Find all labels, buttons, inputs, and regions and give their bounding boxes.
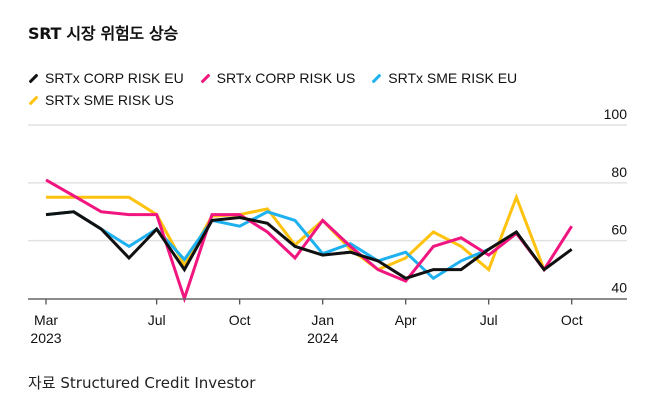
chart-title: SRT 시장 위험도 상승 [28, 24, 178, 43]
y-tick-label: 100 [604, 106, 628, 122]
y-tick-label: 80 [611, 164, 627, 180]
legend-item-sme-risk-us: SRTx SME RISK US [28, 91, 174, 110]
y-tick-label: 40 [611, 280, 627, 296]
x-tick-label: Jan [311, 312, 334, 328]
x-tick-label: Apr [395, 312, 417, 328]
x-tick-label: Jul [480, 312, 498, 328]
legend-item-sme-risk-eu: SRTx SME RISK EU [371, 69, 517, 88]
x-tick-label: Mar [34, 312, 58, 328]
legend-label: SRTx SME RISK US [45, 92, 174, 108]
x-tick-label: Oct [229, 312, 251, 328]
legend-label: SRTx CORP RISK US [216, 70, 356, 86]
legend-label: SRTx CORP RISK EU [45, 70, 184, 86]
x-tick-label: Jul [148, 312, 166, 328]
x-tick-year-label: 2024 [307, 330, 338, 346]
legend: SRTx CORP RISK EU SRTx CORP RISK US SRTx… [28, 66, 588, 110]
legend-item-corp-risk-eu: SRTx CORP RISK EU [28, 69, 184, 88]
legend-label: SRTx SME RISK EU [388, 70, 518, 86]
y-tick-label: 60 [611, 222, 627, 238]
x-tick-label: Oct [561, 312, 583, 328]
source-note: 자료 Structured Credit Investor [28, 374, 256, 392]
series-line-srtx-corp-risk-eu [45, 210, 573, 280]
x-tick-year-label: 2023 [30, 330, 61, 346]
series-line-srtx-sme-risk-eu [45, 210, 490, 281]
legend-item-corp-risk-us: SRTx CORP RISK US [200, 69, 356, 88]
